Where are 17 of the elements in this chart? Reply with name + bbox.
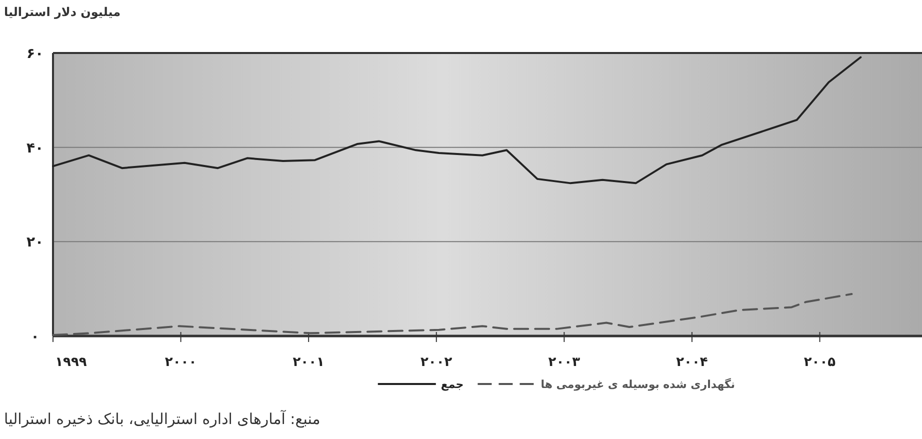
y-tick-label: ۲۰ [26,234,44,251]
text: جمع [440,378,464,391]
line-series [52,293,853,336]
x-tick-label: ۱۹۹۹ [55,355,87,370]
x-tick-label: ۲۰۰۵ [804,355,836,370]
x-tick-label: ۲۰۰۲ [420,355,452,370]
x-tick-label: ۲۰۰۳ [548,355,580,370]
text: منبع: آمارهای اداره استرالیایی، بانک ذخیره استرالیا [4,409,320,428]
y-tick-label: ۰ [30,329,40,345]
y-tick-label: ۴۰ [26,140,44,156]
text: نگهداری شده بوسیله ی غیربومی ها [540,378,735,391]
x-tick-label: ۲۰۰۰ [164,355,197,370]
y-tick-label: ۶۰ [26,46,44,62]
y-axis-title: میلیون دلار استرالیا [4,5,121,19]
x-tick-label: ۲۰۰۱ [292,355,324,370]
line-series [52,56,862,184]
x-tick-label: ۲۰۰۴ [676,355,708,370]
